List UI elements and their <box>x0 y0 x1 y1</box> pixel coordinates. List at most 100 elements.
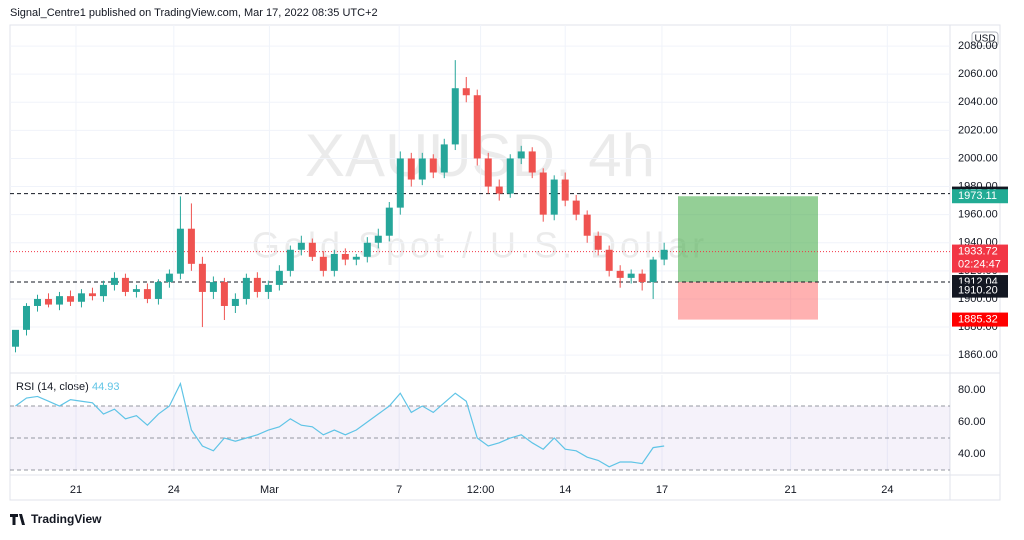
candle-body <box>253 277 261 292</box>
candle-body <box>99 284 107 297</box>
stop-label-bg <box>952 312 1008 327</box>
candle-body <box>649 259 657 283</box>
footer-brand: TradingView <box>31 512 102 526</box>
y-tick-label: 60.00 <box>958 416 986 428</box>
candle-body <box>484 158 492 187</box>
header-title: Signal_Centre1 published on TradingView.… <box>10 7 378 19</box>
candle-body <box>616 270 624 278</box>
x-tick-label: Mar <box>260 484 279 496</box>
candle-body <box>286 249 294 271</box>
y-tick-label: 2060.00 <box>958 68 998 80</box>
candle-body <box>495 186 503 194</box>
candle-body <box>242 277 250 299</box>
y-tick-label: 2020.00 <box>958 124 998 136</box>
candle-body <box>440 144 448 173</box>
candle-body <box>418 158 426 180</box>
y-tick-label: 1960.00 <box>958 209 998 221</box>
countdown: 02:24:47 <box>958 258 1001 270</box>
target-label-bg <box>952 189 1008 204</box>
candle-body <box>88 293 96 297</box>
candle-body <box>187 228 195 264</box>
y-tick-label: 2040.00 <box>958 96 998 108</box>
candle-body <box>132 289 140 292</box>
candle-body <box>154 282 162 299</box>
candle-body <box>66 296 74 302</box>
candle-body <box>429 158 437 173</box>
logo <box>10 514 25 525</box>
candle-body <box>77 293 85 302</box>
candle-body <box>55 296 63 305</box>
candle-body <box>627 273 635 278</box>
candle-body <box>561 179 569 201</box>
last-price-label-bg <box>952 244 1008 273</box>
take-profit-zone <box>678 196 818 283</box>
candle-body <box>528 151 536 173</box>
rsi-line <box>15 381 665 468</box>
candle-body <box>396 158 404 208</box>
candle-body <box>572 200 580 215</box>
candle-body <box>473 95 481 159</box>
candle-body <box>198 263 206 292</box>
candle-body <box>583 214 591 236</box>
stop-loss-zone <box>678 282 818 320</box>
candle-body <box>341 253 349 260</box>
candle-body <box>308 242 316 257</box>
x-tick-label: 24 <box>881 484 893 496</box>
candle-body <box>363 242 371 257</box>
candle-body <box>319 256 327 271</box>
x-tick-label: 21 <box>70 484 82 496</box>
x-tick-label: 7 <box>396 484 402 496</box>
y-tick-label: 80.00 <box>958 384 986 396</box>
candle-body <box>275 270 283 285</box>
target-label: 1973.11 <box>958 190 997 202</box>
candle-body <box>539 172 547 215</box>
candle-body <box>143 289 151 299</box>
candle-body <box>517 151 525 159</box>
stop-label: 1885.32 <box>958 313 998 325</box>
candle-body <box>374 235 382 243</box>
candle-body <box>11 329 19 347</box>
candle-body <box>44 298 52 305</box>
y-tick-label: 40.00 <box>958 448 986 460</box>
y-tick-label: 2000.00 <box>958 152 998 164</box>
candle-body <box>231 298 239 306</box>
rsi-value: 44.93 <box>92 381 120 393</box>
candle-body <box>407 158 415 180</box>
candle-body <box>451 88 459 145</box>
candle-body <box>297 242 305 250</box>
candle-body <box>550 179 558 215</box>
last-price-label: 1933.72 <box>958 245 998 257</box>
candle-body <box>462 88 470 96</box>
candle-body <box>209 282 217 292</box>
candle-body <box>594 235 602 250</box>
candle-body <box>385 207 393 236</box>
rsi-title: RSI (14, close) <box>16 381 89 393</box>
x-tick-label: 17 <box>656 484 668 496</box>
candle-body <box>264 284 272 292</box>
candle-body <box>176 228 184 274</box>
candle-body <box>110 277 118 285</box>
candle-body <box>33 298 41 306</box>
candle-body <box>352 256 360 260</box>
currency: USD <box>974 34 995 45</box>
candle-body <box>220 282 228 306</box>
x-tick-label: 12:00 <box>467 484 495 496</box>
watermark-subtitle: Gold Spot / U.S. Dollar <box>252 225 708 266</box>
currency-badge[interactable] <box>971 31 999 47</box>
level-label: 1910.20 <box>958 285 998 297</box>
x-tick-label: 21 <box>784 484 796 496</box>
candle-body <box>605 249 613 271</box>
level-label-bg <box>952 283 1008 298</box>
candle-body <box>660 249 668 260</box>
y-tick-label: 1860.00 <box>958 349 998 361</box>
candle-body <box>121 277 129 292</box>
candle-body <box>22 305 30 330</box>
candle-body <box>506 158 514 194</box>
candle-body <box>638 273 646 283</box>
x-tick-label: 24 <box>168 484 180 496</box>
candle-body <box>330 253 338 271</box>
x-tick-label: 14 <box>559 484 571 496</box>
y-tick-label: 2080.00 <box>958 40 998 52</box>
